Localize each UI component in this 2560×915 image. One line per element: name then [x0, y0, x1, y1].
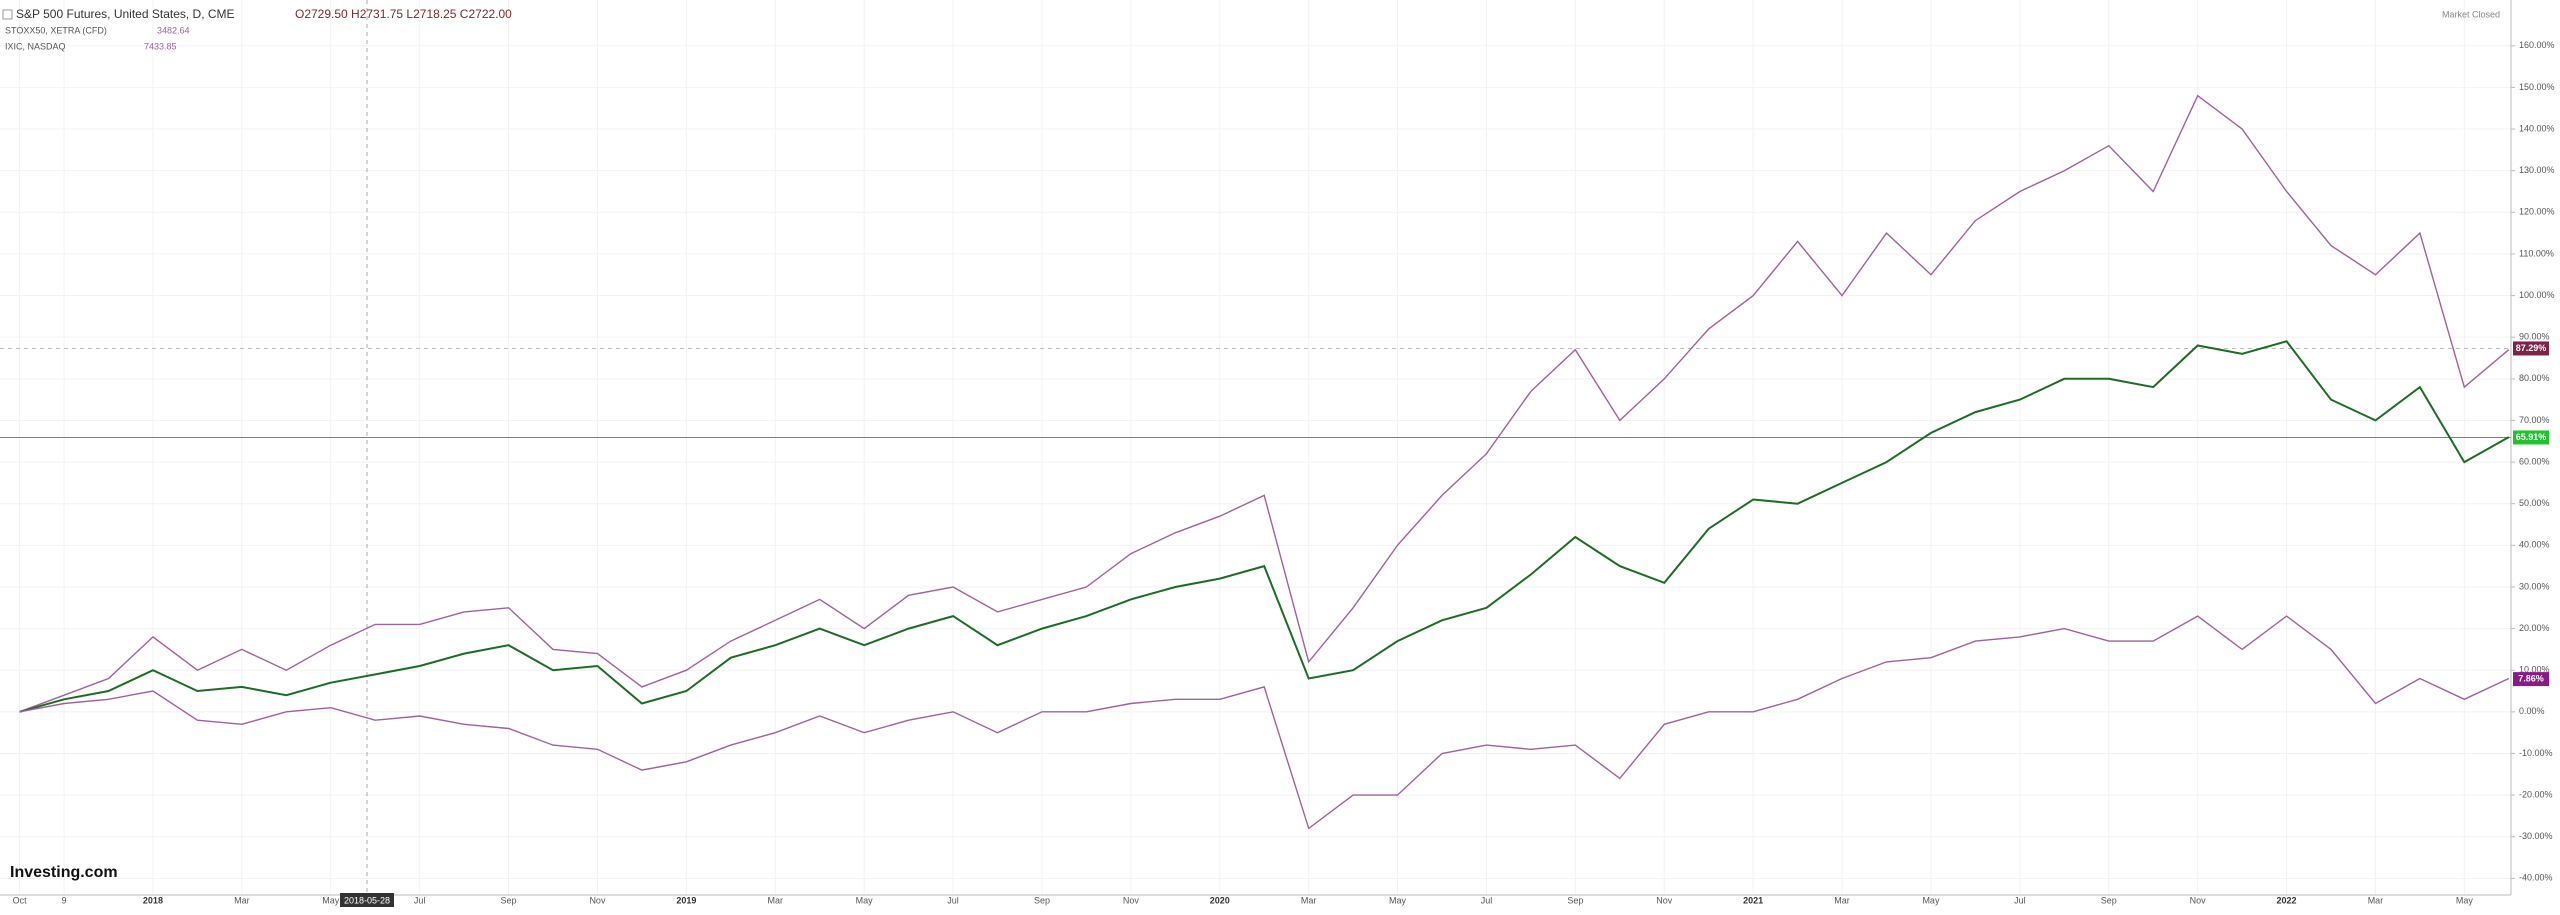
price-label: 87.29%: [2516, 343, 2547, 353]
x-tick-label: 2022: [2277, 895, 2297, 905]
y-tick-label: 10.00%: [2519, 665, 2550, 675]
x-tick-label: Mar: [768, 895, 784, 905]
y-tick-label: 120.00%: [2519, 207, 2555, 217]
x-tick-label: Nov: [589, 895, 606, 905]
x-tick-label: Sep: [1034, 895, 1050, 905]
x-tick-label: Sep: [501, 895, 517, 905]
x-tick-label: May: [1389, 895, 1407, 905]
x-tick-label: Jul: [947, 895, 959, 905]
main-symbol: S&P 500 Futures, United States, D, CME: [16, 7, 235, 21]
price-label-box: [2513, 341, 2549, 356]
compare-name: STOXX50, XETRA (CFD): [5, 25, 107, 35]
crosshair-box: [340, 893, 394, 907]
compare-value: 7433.85: [144, 41, 177, 51]
x-tick-label: May: [856, 895, 874, 905]
x-tick-label: Sep: [1567, 895, 1583, 905]
x-tick-label: Mar: [234, 895, 250, 905]
y-tick-label: 40.00%: [2519, 540, 2550, 550]
y-tick-label: 80.00%: [2519, 373, 2550, 383]
x-tick-label: Mar: [1834, 895, 1850, 905]
x-tick-label: 2021: [1743, 895, 1763, 905]
y-tick-label: 20.00%: [2519, 623, 2550, 633]
y-tick-label: 70.00%: [2519, 415, 2550, 425]
collapse-icon[interactable]: [2, 9, 13, 20]
market-status: Market Closed: [2442, 9, 2500, 19]
y-tick-label: 30.00%: [2519, 581, 2550, 591]
y-tick-label: 90.00%: [2519, 332, 2550, 342]
x-tick-label: 9: [62, 895, 67, 905]
x-tick-label: May: [322, 895, 340, 905]
series-line: [19, 340, 2510, 713]
main-ohlc: O2729.50 H2731.75 L2718.25 C2722.00: [295, 7, 512, 21]
x-tick-label: May: [2456, 895, 2474, 905]
y-tick-label: 140.00%: [2519, 123, 2555, 133]
x-tick-label: Nov: [1656, 895, 1673, 905]
grid: [0, 0, 2511, 895]
price-label-box: [2513, 672, 2549, 687]
price-label: 7.86%: [2518, 673, 2544, 683]
y-tick-label: 0.00%: [2519, 706, 2545, 716]
price-label-box: [2513, 430, 2549, 445]
y-tick-label: 60.00%: [2519, 456, 2550, 466]
y-tick-label: 150.00%: [2519, 82, 2555, 92]
x-tick-label: Jul: [2014, 895, 2026, 905]
y-tick-label: -40.00%: [2519, 873, 2553, 883]
crosshair-label: 2018-05-28: [344, 895, 390, 905]
y-tick-label: 110.00%: [2519, 248, 2554, 258]
x-tick-label: Oct: [13, 895, 28, 905]
x-tick-label: Sep: [2101, 895, 2117, 905]
x-tick-label: May: [1922, 895, 1940, 905]
x-tick-label: 2019: [676, 895, 696, 905]
y-tick-label: -30.00%: [2519, 831, 2553, 841]
y-tick-label: 100.00%: [2519, 290, 2555, 300]
series-line: [19, 615, 2510, 830]
x-tick-label: Jul: [414, 895, 426, 905]
y-tick-label: 160.00%: [2519, 40, 2555, 50]
compare-name: IXIC, NASDAQ: [5, 41, 66, 51]
y-tick-label: 50.00%: [2519, 498, 2550, 508]
x-tick-label: Mar: [1301, 895, 1317, 905]
y-tick-label: 130.00%: [2519, 165, 2555, 175]
x-tick-label: Nov: [1123, 895, 1140, 905]
y-tick-label: -20.00%: [2519, 789, 2553, 799]
price-label: 65.91%: [2516, 432, 2547, 442]
y-tick-label: -10.00%: [2519, 748, 2553, 758]
x-tick-label: 2020: [1210, 895, 1230, 905]
compare-value: 3482.64: [157, 25, 190, 35]
series-line: [19, 94, 2510, 713]
x-tick-label: Mar: [2368, 895, 2384, 905]
x-tick-label: Jul: [1481, 895, 1493, 905]
x-tick-label: 2018: [143, 895, 163, 905]
logo: Investing.com: [10, 864, 118, 881]
x-tick-label: Nov: [2190, 895, 2207, 905]
